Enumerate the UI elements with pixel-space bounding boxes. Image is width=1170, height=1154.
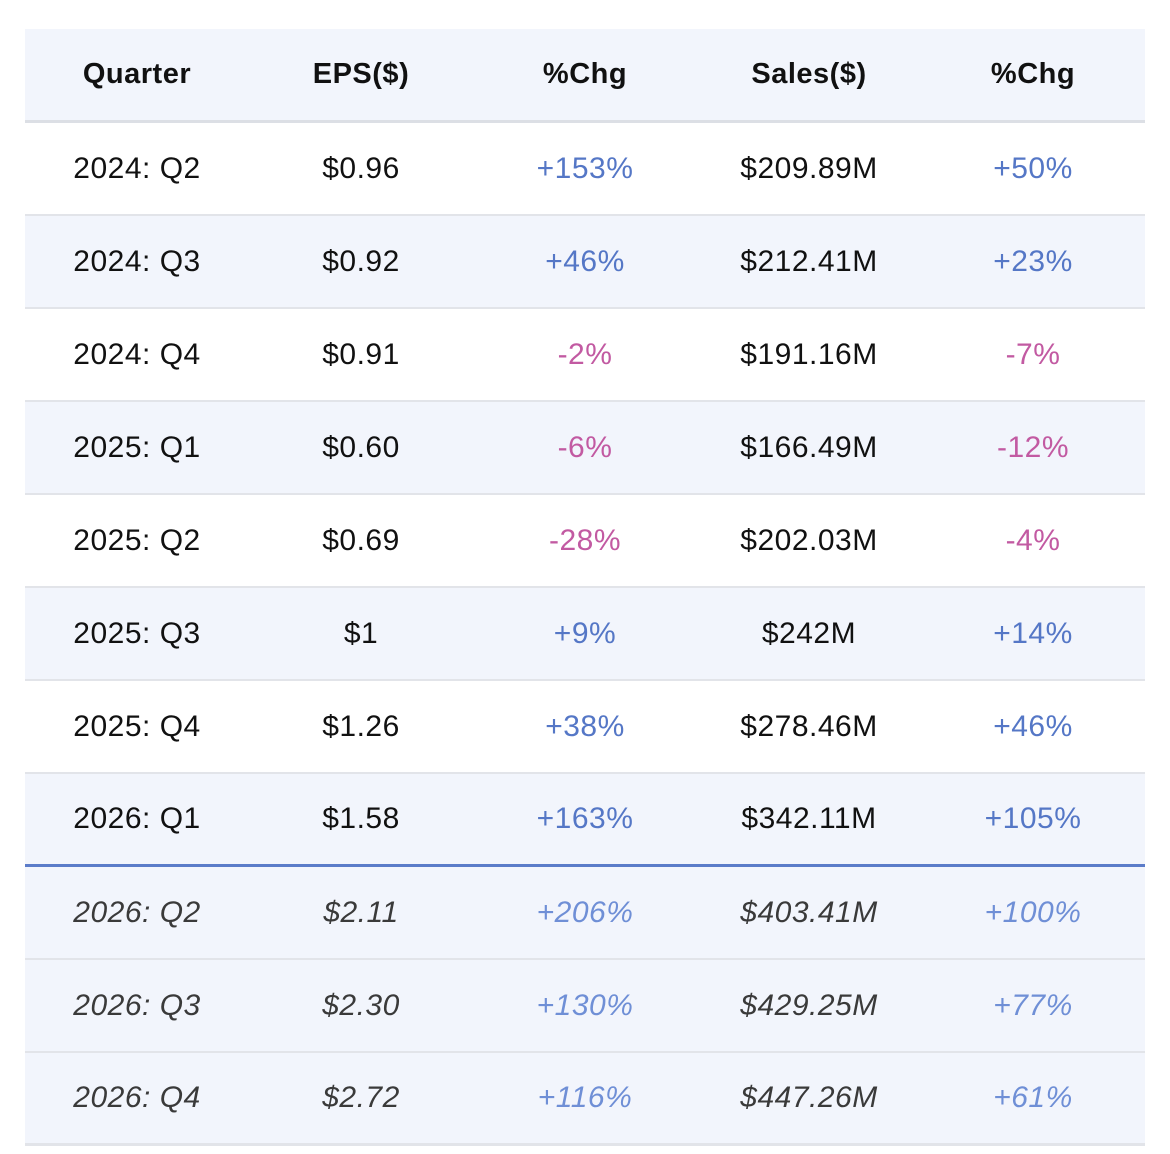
- earnings-table: Quarter EPS($) %Chg Sales($) %Chg 2024: …: [25, 29, 1145, 1146]
- cell-eps-chg: +38%: [545, 709, 625, 743]
- cell-sales-chg: +50%: [993, 151, 1073, 185]
- cell-quarter: 2024: Q3: [73, 244, 201, 278]
- cell-eps: $0.69: [322, 523, 400, 557]
- cell-sales-chg: -4%: [1005, 523, 1061, 557]
- table-row: 2024: Q4 $0.91 -2% $191.16M -7%: [25, 309, 1145, 402]
- table-row: 2026: Q1 $1.58 +163% $342.11M +105%: [25, 774, 1145, 867]
- cell-eps-chg: +130%: [536, 988, 634, 1022]
- header-eps-chg: %Chg: [542, 58, 628, 90]
- cell-eps-chg: +9%: [553, 616, 617, 650]
- cell-eps-chg: -28%: [548, 523, 622, 557]
- table-row: 2025: Q2 $0.69 -28% $202.03M -4%: [25, 495, 1145, 588]
- cell-eps: $1.58: [322, 802, 400, 835]
- header-quarter: Quarter: [82, 58, 192, 90]
- cell-eps: $0.96: [322, 151, 400, 185]
- cell-eps: $0.92: [322, 244, 400, 278]
- cell-sales: $429.25M: [740, 988, 878, 1022]
- cell-quarter: 2026: Q3: [73, 988, 201, 1022]
- table-row: 2024: Q3 $0.92 +46% $212.41M +23%: [25, 216, 1145, 309]
- cell-eps: $2.30: [322, 988, 400, 1022]
- cell-eps: $0.60: [322, 430, 400, 464]
- header-sales: Sales($): [751, 58, 867, 90]
- cell-quarter: 2025: Q3: [73, 616, 201, 650]
- cell-sales-chg: +105%: [984, 802, 1082, 835]
- cell-eps: $2.11: [323, 895, 399, 929]
- cell-eps-chg: +206%: [536, 895, 634, 929]
- header-eps: EPS($): [312, 58, 410, 90]
- cell-sales-chg: -12%: [996, 430, 1070, 464]
- cell-sales-chg: +61%: [993, 1081, 1073, 1114]
- cell-eps: $1: [343, 616, 379, 650]
- cell-quarter: 2025: Q4: [73, 709, 201, 743]
- table-row: 2024: Q2 $0.96 +153% $209.89M +50%: [25, 123, 1145, 216]
- table-row-estimate: 2026: Q4 $2.72 +116% $447.26M +61%: [25, 1053, 1145, 1146]
- cell-quarter: 2025: Q2: [73, 523, 201, 557]
- cell-eps: $0.91: [322, 337, 400, 371]
- cell-sales: $191.16M: [740, 337, 878, 371]
- cell-eps-chg: +153%: [536, 151, 634, 185]
- cell-eps: $2.72: [322, 1081, 400, 1114]
- cell-quarter: 2026: Q4: [73, 1081, 201, 1114]
- table-row: 2025: Q1 $0.60 -6% $166.49M -12%: [25, 402, 1145, 495]
- cell-sales: $166.49M: [740, 430, 878, 464]
- table-row-estimate: 2026: Q2 $2.11 +206% $403.41M +100%: [25, 867, 1145, 960]
- header-sales-chg: %Chg: [990, 58, 1076, 90]
- cell-sales: $447.26M: [740, 1081, 878, 1114]
- cell-eps-chg: +116%: [537, 1081, 633, 1114]
- cell-eps: $1.26: [322, 709, 400, 743]
- cell-sales-chg: +14%: [993, 616, 1073, 650]
- cell-eps-chg: +46%: [545, 244, 625, 278]
- cell-sales: $278.46M: [740, 709, 878, 743]
- cell-sales: $403.41M: [740, 895, 878, 929]
- cell-eps-chg: -2%: [557, 337, 613, 371]
- cell-sales-chg: +46%: [993, 709, 1073, 743]
- table-row: 2025: Q3 $1 +9% $242M +14%: [25, 588, 1145, 681]
- cell-sales: $212.41M: [740, 244, 878, 278]
- cell-eps-chg: +163%: [536, 802, 634, 835]
- cell-sales-chg: +23%: [993, 244, 1073, 278]
- cell-sales-chg: +100%: [984, 895, 1082, 929]
- cell-sales: $342.11M: [741, 802, 877, 835]
- table-header: Quarter EPS($) %Chg Sales($) %Chg: [25, 29, 1145, 123]
- cell-quarter: 2024: Q4: [73, 337, 201, 371]
- cell-eps-chg: -6%: [557, 430, 613, 464]
- cell-sales: $209.89M: [740, 151, 878, 185]
- cell-quarter: 2024: Q2: [73, 151, 201, 185]
- table-row: 2025: Q4 $1.26 +38% $278.46M +46%: [25, 681, 1145, 774]
- cell-sales: $202.03M: [740, 523, 878, 557]
- cell-quarter: 2026: Q2: [73, 895, 201, 929]
- cell-quarter: 2026: Q1: [73, 802, 201, 835]
- cell-sales: $242M: [761, 616, 857, 650]
- table-row-estimate: 2026: Q3 $2.30 +130% $429.25M +77%: [25, 960, 1145, 1053]
- cell-sales-chg: +77%: [993, 988, 1073, 1022]
- cell-quarter: 2025: Q1: [73, 430, 201, 464]
- cell-sales-chg: -7%: [1005, 337, 1061, 371]
